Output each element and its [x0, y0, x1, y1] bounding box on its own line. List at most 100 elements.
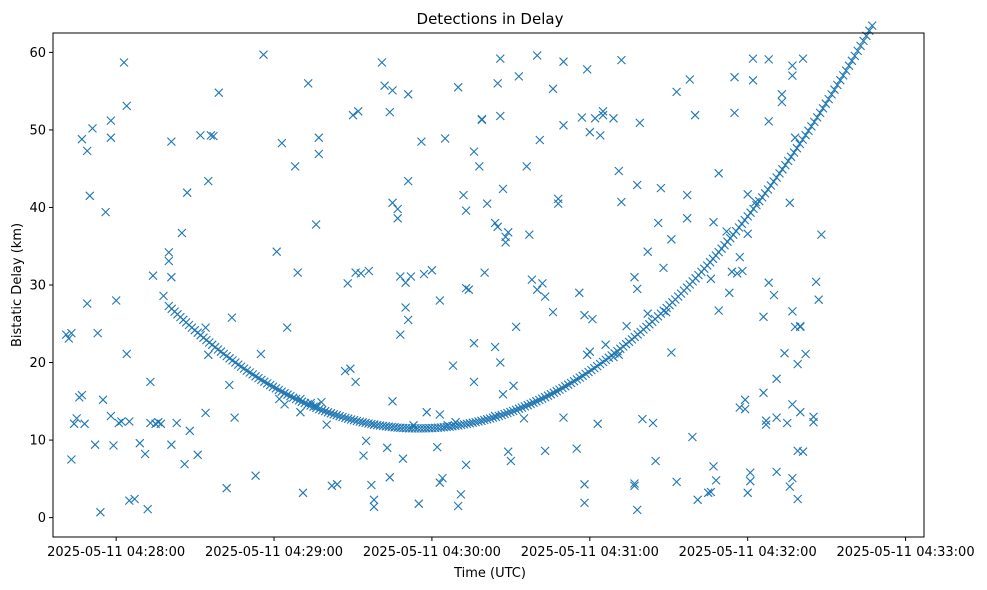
data-point	[574, 288, 584, 298]
data-point	[769, 290, 779, 300]
data-point-trace	[775, 169, 784, 178]
data-point-trace	[543, 391, 553, 401]
data-point-trace	[329, 409, 339, 419]
data-point	[203, 176, 213, 186]
data-point	[577, 113, 587, 122]
data-point	[498, 389, 508, 399]
data-point-trace	[850, 51, 860, 61]
data-point-trace	[479, 415, 489, 425]
data-point	[495, 54, 505, 63]
data-point	[298, 488, 308, 498]
data-point	[540, 292, 550, 301]
data-point	[593, 419, 603, 429]
data-point-trace	[508, 406, 518, 416]
data-point	[632, 180, 642, 190]
data-point	[406, 272, 416, 281]
data-point-trace	[317, 405, 327, 415]
data-point	[538, 279, 547, 288]
y-tick-label: 50	[29, 123, 46, 138]
data-point	[482, 199, 492, 208]
data-point	[772, 467, 781, 477]
data-point	[777, 97, 787, 107]
data-point	[440, 134, 450, 143]
data-point-trace	[780, 160, 790, 170]
data-point-trace	[491, 412, 501, 422]
data-point	[745, 468, 755, 477]
data-point-trace	[511, 405, 521, 415]
data-point	[164, 248, 174, 257]
data-point	[788, 400, 797, 409]
data-point-trace	[514, 404, 524, 414]
x-tick-label: 2025-05-11 04:32:00	[679, 545, 817, 560]
data-point	[511, 322, 521, 332]
data-point	[377, 58, 387, 67]
data-point	[193, 450, 203, 460]
data-point-trace	[749, 204, 758, 214]
data-point-trace	[341, 413, 350, 423]
data-point	[798, 447, 808, 457]
data-point	[727, 267, 737, 277]
data-point-trace	[349, 415, 359, 425]
data-point	[106, 133, 116, 143]
data-point	[648, 418, 658, 428]
data-point	[690, 110, 700, 120]
data-point	[685, 75, 695, 84]
data-point	[403, 176, 413, 186]
data-point	[82, 146, 92, 156]
data-point	[503, 227, 513, 237]
data-point	[585, 127, 595, 137]
data-point-trace	[494, 411, 504, 421]
data-point	[743, 189, 753, 199]
data-point-trace	[812, 113, 822, 122]
data-point	[64, 334, 74, 343]
data-point	[630, 479, 639, 488]
data-point	[227, 313, 237, 322]
data-point	[109, 441, 118, 450]
data-point-trace	[485, 414, 495, 423]
data-point	[146, 377, 155, 387]
data-point	[356, 269, 366, 278]
data-point	[388, 198, 397, 208]
data-point-trace	[274, 385, 284, 395]
data-point	[724, 288, 734, 298]
data-point	[559, 57, 568, 67]
data-point-trace	[560, 381, 570, 391]
data-point	[414, 499, 424, 509]
data-point	[164, 256, 174, 266]
data-point	[498, 184, 508, 194]
data-point	[706, 274, 716, 284]
y-tick-label: 60	[29, 46, 46, 61]
data-point-trace	[323, 407, 333, 417]
data-point	[490, 218, 500, 228]
data-point	[277, 138, 287, 148]
data-point-trace	[529, 398, 538, 408]
data-point	[259, 50, 268, 60]
data-point-trace	[815, 108, 825, 118]
data-point	[751, 197, 760, 207]
data-point-trace	[807, 122, 816, 131]
data-point	[206, 131, 216, 140]
data-point	[135, 438, 145, 448]
data-point	[85, 191, 95, 201]
data-point	[180, 459, 189, 469]
data-point-trace	[297, 397, 307, 407]
data-point	[272, 247, 282, 257]
data-point-trace	[746, 208, 755, 218]
data-point-trace	[752, 200, 761, 210]
data-point	[385, 472, 395, 482]
data-point-trace	[772, 173, 781, 182]
data-point	[601, 340, 610, 350]
data-point	[480, 268, 489, 277]
data-point	[114, 418, 124, 428]
x-tick-label: 2025-05-11 04:33:00	[837, 545, 975, 560]
data-point	[359, 451, 368, 460]
data-point	[559, 413, 568, 422]
data-point	[317, 397, 326, 407]
data-point-trace	[271, 384, 281, 393]
data-point	[598, 110, 608, 120]
data-point	[96, 507, 105, 517]
data-point	[474, 162, 484, 171]
data-point-trace	[859, 36, 868, 46]
data-point-trace	[555, 385, 564, 394]
